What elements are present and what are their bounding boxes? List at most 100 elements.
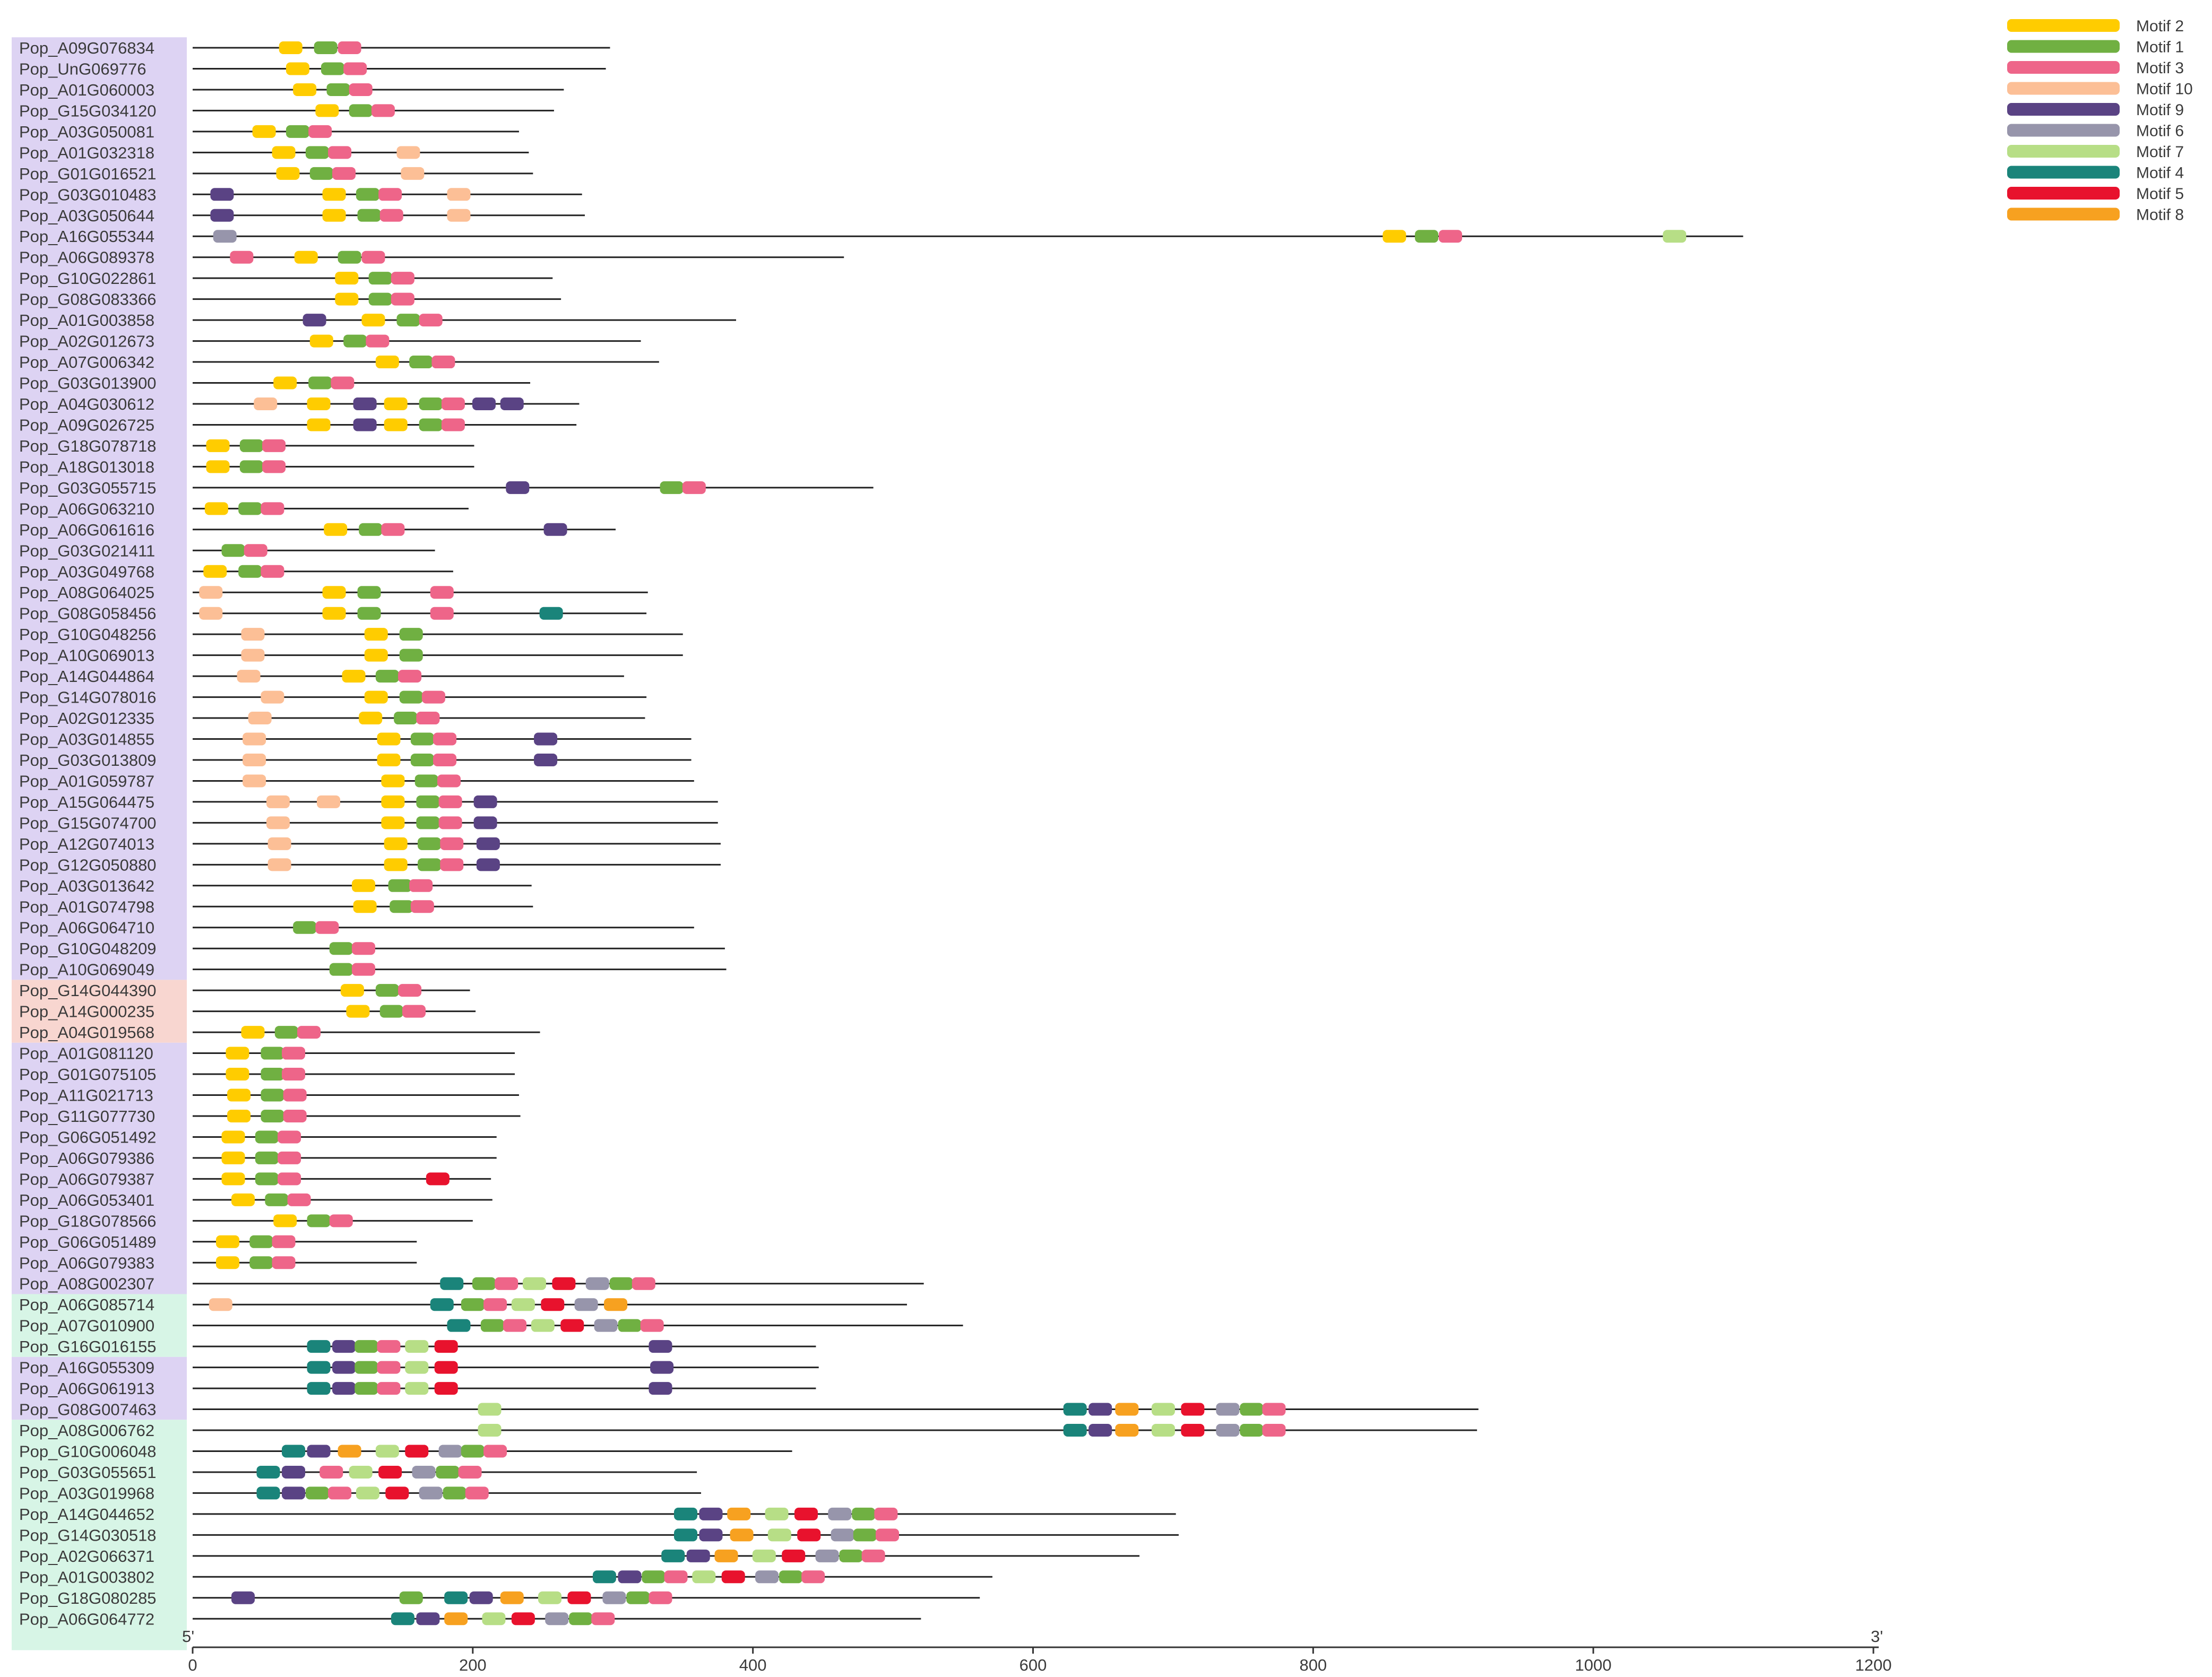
motif-box-motif-1 (238, 502, 262, 515)
motif-box-motif-5 (567, 1591, 591, 1604)
legend-swatch (2007, 40, 2120, 53)
gene-label: Pop_A03G014855 (19, 730, 154, 749)
motif-box-motif-5 (434, 1361, 458, 1374)
motif-box-motif-9 (618, 1570, 642, 1584)
motif-box-motif-9 (303, 314, 326, 327)
motif-box-motif-3 (278, 1172, 301, 1186)
motif-box-motif-1 (357, 607, 381, 620)
motif-box-motif-2 (346, 1005, 370, 1018)
motif-box-motif-1 (307, 1214, 331, 1228)
motif-box-motif-4 (673, 1507, 697, 1520)
motif-box-motif-3 (381, 523, 405, 536)
motif-box-motif-3 (230, 250, 254, 264)
motif-box-motif-1 (261, 1068, 284, 1081)
motif-box-motif-9 (307, 1445, 331, 1458)
legend-label: Motif 1 (2136, 39, 2184, 56)
motif-box-motif-6 (574, 1298, 598, 1311)
legend-swatch (2007, 208, 2120, 221)
gene-label: Pop_G15G034120 (19, 101, 157, 120)
motif-box-motif-2 (384, 397, 408, 410)
gene-label: Pop_A09G076834 (19, 39, 154, 57)
motif-box-motif-1 (642, 1570, 666, 1584)
motif-box-motif-10 (209, 1298, 232, 1311)
motif-box-motif-3 (329, 1214, 353, 1228)
motif-box-motif-1 (379, 1005, 403, 1018)
motif-box-motif-5 (405, 1445, 429, 1458)
motif-box-motif-1 (409, 356, 433, 369)
motif-box-motif-2 (381, 816, 405, 829)
motif-box-motif-4 (592, 1570, 616, 1584)
gene-label: Pop_G03G013809 (19, 751, 157, 770)
motif-box-motif-1 (261, 1109, 284, 1122)
motif-box-motif-1 (239, 460, 263, 473)
gene-label: Pop_A06G085714 (19, 1295, 154, 1314)
motif-box-motif-6 (1216, 1403, 1240, 1416)
motif-box-motif-7 (765, 1507, 789, 1520)
gene-label: Pop_A02G012335 (19, 709, 154, 728)
motif-box-motif-2 (351, 879, 375, 892)
motif-box-motif-3 (503, 1319, 527, 1332)
gene-label: Pop_G18G078718 (19, 437, 157, 455)
motif-box-motif-3 (495, 1277, 519, 1290)
motif-box-motif-10 (267, 837, 291, 850)
gene-label: Pop_A08G002307 (19, 1275, 154, 1293)
motif-box-motif-1 (461, 1445, 485, 1458)
motif-box-motif-1 (1415, 230, 1439, 243)
motif-box-motif-3 (632, 1277, 655, 1290)
motif-box-motif-2 (364, 649, 388, 662)
tick-label: 600 (1019, 1656, 1047, 1674)
motif-box-motif-3 (332, 167, 356, 180)
gene-label: Pop_G03G055651 (19, 1463, 157, 1482)
motif-box-motif-2 (384, 837, 408, 850)
motif-box-motif-7 (405, 1361, 429, 1374)
motif-box-motif-10 (401, 167, 425, 180)
motif-box-motif-1 (375, 984, 399, 997)
motif-box-motif-10 (237, 670, 261, 683)
motif-box-motif-10 (396, 146, 420, 159)
motif-box-motif-4 (539, 607, 563, 620)
motif-box-motif-3 (1438, 230, 1462, 243)
motif-box-motif-4 (661, 1549, 685, 1562)
motif-box-motif-3 (297, 1026, 321, 1039)
axis-end-label: 3' (1871, 1627, 1883, 1646)
motif-box-motif-3 (421, 690, 445, 704)
motif-box-motif-3 (349, 83, 373, 96)
motif-box-motif-5 (511, 1612, 535, 1626)
motif-box-motif-3 (801, 1570, 825, 1584)
motif-box-motif-9 (210, 188, 234, 201)
motif-box-motif-3 (1262, 1403, 1286, 1416)
motif-box-motif-1 (399, 649, 423, 662)
motif-box-motif-1 (399, 690, 423, 704)
motif-box-motif-1 (355, 1382, 378, 1395)
motif-box-motif-3 (440, 837, 464, 850)
motif-box-motif-9 (506, 481, 530, 494)
motif-box-motif-1 (368, 272, 392, 285)
motif-box-motif-3 (433, 753, 457, 766)
motif-box-motif-7 (405, 1382, 429, 1395)
motif-box-motif-1 (618, 1319, 642, 1332)
motif-box-motif-1 (418, 837, 442, 850)
motif-box-motif-1 (626, 1591, 650, 1604)
legend-swatch (2007, 61, 2120, 74)
gene-label: Pop_G08G007463 (19, 1401, 157, 1419)
gene-label: Pop_A12G074013 (19, 835, 154, 853)
motif-box-motif-9 (534, 732, 558, 746)
legend-swatch (2007, 187, 2120, 200)
motif-box-motif-2 (204, 502, 228, 515)
motif-box-motif-8 (500, 1591, 524, 1604)
group-band-green (12, 1420, 187, 1650)
motif-box-motif-3 (430, 607, 454, 620)
gene-label: Pop_A06G061616 (19, 521, 154, 539)
axis-ticks: 0 200 400 600 800 1000 1200 (188, 1647, 1891, 1674)
motif-box-motif-2 (384, 858, 408, 871)
motif-box-motif-1 (255, 1172, 279, 1186)
motif-box-motif-1 (255, 1130, 279, 1144)
group-band-purple (12, 1356, 187, 1420)
gene-lines (193, 47, 1743, 1620)
motif-box-motif-3 (283, 1109, 307, 1122)
motif-box-motif-9 (1088, 1424, 1112, 1437)
motif-box-motif-2 (241, 1026, 265, 1039)
motif-box-motif-3 (416, 712, 440, 725)
gene-label: Pop_G03G013900 (19, 374, 157, 393)
motif-box-motif-5 (426, 1172, 450, 1186)
